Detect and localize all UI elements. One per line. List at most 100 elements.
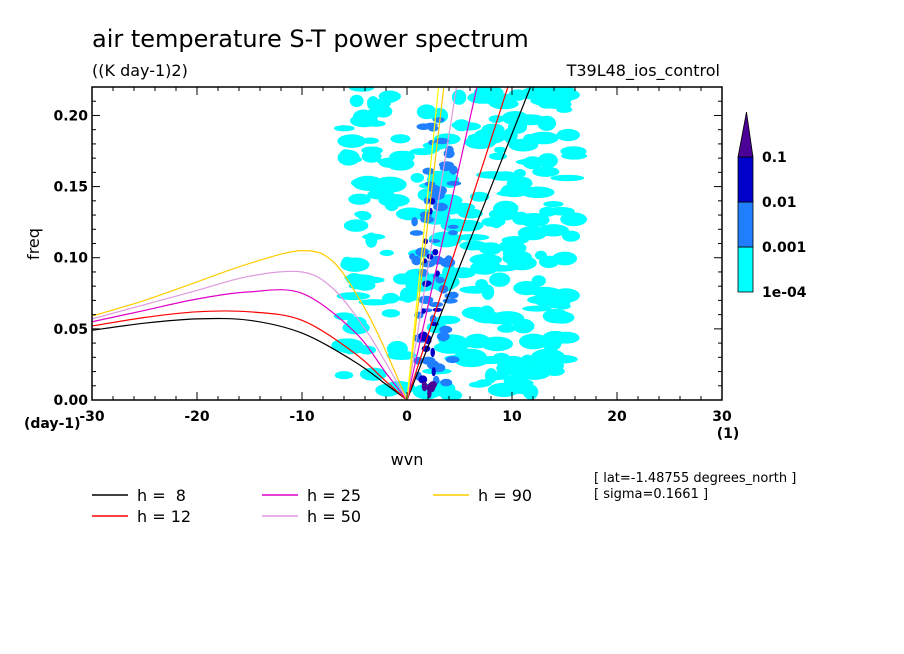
contour-blob-0.001 xyxy=(445,356,460,364)
contour-blob-0.001 xyxy=(438,161,454,169)
contour-blob-1e-04 xyxy=(481,217,506,227)
contour-blob-1e-04 xyxy=(520,186,555,198)
contour-blob-1e-04 xyxy=(500,183,528,198)
contour-blob-1e-04 xyxy=(458,339,481,348)
contour-blob-1e-04 xyxy=(416,104,437,120)
contour-blob-1e-04 xyxy=(428,231,462,248)
colorbar-swatch xyxy=(737,201,754,248)
legend-label: h = 25 xyxy=(307,486,361,505)
contour-blob-1e-04 xyxy=(528,131,559,145)
legend-label: h = 50 xyxy=(307,507,361,526)
contour-blob-0.001 xyxy=(428,139,435,146)
contour-blob-1e-04 xyxy=(341,256,354,268)
contour-blob-1e-04 xyxy=(334,371,354,380)
contour-blob-1e-04 xyxy=(487,382,520,397)
contour-blob-1e-04 xyxy=(493,352,510,362)
legend-label: h = 12 xyxy=(137,507,191,526)
contour-blob-1e-04 xyxy=(379,249,394,256)
colorbar-swatch xyxy=(737,246,754,293)
y-tick-label: 0.10 xyxy=(53,251,88,267)
contour-blob-0.001 xyxy=(429,190,445,201)
colorbar: 1e-04 0.001 0.01 0.1 xyxy=(737,111,807,301)
y-tick-label: 0.20 xyxy=(53,108,88,124)
curve-h8 xyxy=(92,317,408,400)
contour-blob-1e-04 xyxy=(386,340,408,357)
contour-blob-1e-04 xyxy=(386,157,415,171)
y-axis-ticks: 0.00 0.05 0.10 0.15 0.20 xyxy=(53,86,722,409)
contour-blob-0.001 xyxy=(435,276,445,284)
contour-blob-1e-04 xyxy=(409,148,436,156)
contour-blob-1e-04 xyxy=(470,191,490,202)
contour-blob-0.001 xyxy=(409,230,424,236)
contour-blob-1e-04 xyxy=(560,212,587,227)
contour-blob-1e-04 xyxy=(517,226,548,241)
contour-blob-1e-04 xyxy=(393,273,413,285)
contour-blob-0.001 xyxy=(444,255,453,263)
x-tick-label: 0 xyxy=(402,409,412,425)
x-axis-ticks: -30 -20 -10 0 10 20 30 xyxy=(79,87,732,425)
contour-blob-1e-04 xyxy=(454,348,487,364)
contour-blob-1e-04 xyxy=(483,314,514,325)
contour-blob-1e-04 xyxy=(361,150,382,163)
contour-blob-1e-04 xyxy=(556,106,573,113)
experiment-label: T39L48_ios_control xyxy=(566,61,720,81)
spectrum-contours xyxy=(331,87,588,400)
kelvin-line-h90 xyxy=(406,87,445,400)
contour-blob-0.001 xyxy=(428,301,444,308)
contour-blob-1e-04 xyxy=(395,207,425,221)
kelvin-line-h50 xyxy=(406,87,458,400)
colorbar-label: 1e-04 xyxy=(762,285,807,301)
contour-blob-0.1 xyxy=(421,381,428,392)
contour-blob-1e-04 xyxy=(337,134,367,148)
contour-blob-1e-04 xyxy=(362,233,386,240)
y-axis-label: freq xyxy=(24,228,43,260)
contour-blob-0.01 xyxy=(431,367,436,377)
kelvin-line-h25 xyxy=(406,87,478,400)
curve-h12 xyxy=(92,310,408,400)
yellow-ray-line xyxy=(406,87,440,400)
contour-blob-1e-04 xyxy=(556,128,580,142)
contour-blob-1e-04 xyxy=(535,335,553,348)
curve-h90 xyxy=(92,249,408,400)
contour-blob-1e-04 xyxy=(361,137,379,144)
contour-blob-1e-04 xyxy=(382,91,399,103)
legend-label: h = 90 xyxy=(478,486,532,505)
contour-blob-1e-04 xyxy=(501,111,529,125)
contour-blob-1e-04 xyxy=(476,171,509,179)
kelvin-line-h8 xyxy=(406,87,532,400)
contour-blob-1e-04 xyxy=(333,125,355,132)
contour-blob-0.001 xyxy=(447,224,459,229)
contour-blob-1e-04 xyxy=(381,309,400,318)
dispersion-curves xyxy=(92,87,532,400)
contour-blob-1e-04 xyxy=(507,255,537,271)
contour-blob-1e-04 xyxy=(543,201,564,208)
contour-blob-1e-04 xyxy=(518,213,550,227)
contour-blob-0.001 xyxy=(411,217,418,227)
contour-blob-0.001 xyxy=(438,284,449,294)
contour-blob-1e-04 xyxy=(560,146,587,157)
contour-blob-1e-04 xyxy=(493,200,519,217)
contour-blob-1e-04 xyxy=(556,91,572,107)
chart-title: air temperature S-T power spectrum xyxy=(92,25,529,53)
contour-blob-1e-04 xyxy=(484,368,498,384)
contour-blob-1e-04 xyxy=(489,272,511,287)
colorbar-label: 0.001 xyxy=(762,240,806,256)
contour-blob-1e-04 xyxy=(544,354,578,364)
contour-blob-1e-04 xyxy=(336,292,371,301)
curve-h50 xyxy=(92,270,408,400)
contour-blob-0.001 xyxy=(411,255,422,266)
contour-blob-1e-04 xyxy=(348,87,375,92)
x-tick-label: -30 xyxy=(79,409,105,425)
contour-blob-1e-04 xyxy=(488,115,505,123)
contour-blob-1e-04 xyxy=(532,166,560,177)
latitude-annotation: [ lat=-1.48755 degrees_north ] xyxy=(594,471,796,486)
contour-blob-0.001 xyxy=(448,291,459,299)
contour-blob-0.001 xyxy=(433,117,445,123)
contour-blob-1e-04 xyxy=(551,288,580,303)
contour-blob-1e-04 xyxy=(337,149,360,166)
contour-blob-1e-04 xyxy=(542,308,570,324)
x-tick-label: 30 xyxy=(712,409,732,425)
x-tick-label: 10 xyxy=(502,409,522,425)
chart-subtitle: ((K day-1)2) xyxy=(92,61,188,80)
